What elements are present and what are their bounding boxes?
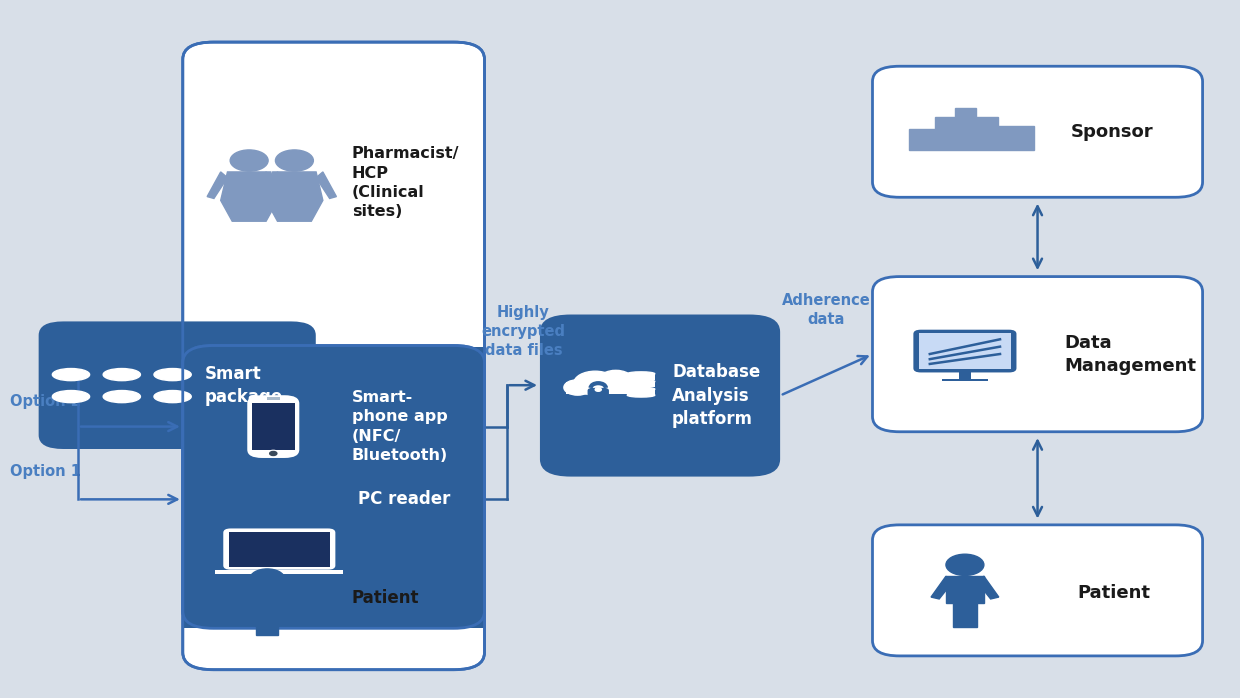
Ellipse shape xyxy=(103,390,140,403)
Bar xyxy=(216,570,343,574)
Text: Smart-
phone app
(NFC/
Bluetooth): Smart- phone app (NFC/ Bluetooth) xyxy=(352,390,448,463)
Circle shape xyxy=(618,378,645,393)
Bar xyxy=(942,379,988,381)
Ellipse shape xyxy=(627,387,655,391)
FancyBboxPatch shape xyxy=(873,276,1203,432)
Text: Patient: Patient xyxy=(1078,584,1151,602)
Bar xyxy=(627,389,655,395)
FancyBboxPatch shape xyxy=(182,346,485,520)
Text: Sponsor: Sponsor xyxy=(1070,123,1153,141)
Ellipse shape xyxy=(154,369,191,380)
Polygon shape xyxy=(237,589,257,609)
Bar xyxy=(919,333,1011,369)
Bar xyxy=(959,373,971,380)
Polygon shape xyxy=(946,577,983,628)
FancyBboxPatch shape xyxy=(588,388,609,397)
Ellipse shape xyxy=(52,369,89,380)
Circle shape xyxy=(275,150,314,171)
Text: Smart
package: Smart package xyxy=(205,365,283,406)
Ellipse shape xyxy=(52,390,89,403)
Polygon shape xyxy=(931,577,952,599)
FancyBboxPatch shape xyxy=(38,321,316,449)
Text: Patient: Patient xyxy=(352,589,419,607)
Bar xyxy=(567,382,642,394)
Bar xyxy=(182,371,485,628)
Bar xyxy=(252,403,295,450)
Polygon shape xyxy=(250,589,284,635)
Text: Highly
encrypted
data files: Highly encrypted data files xyxy=(481,306,565,357)
FancyBboxPatch shape xyxy=(914,329,1017,373)
FancyBboxPatch shape xyxy=(247,395,299,458)
Text: Option 1: Option 1 xyxy=(10,463,82,479)
FancyBboxPatch shape xyxy=(873,525,1203,656)
Text: Database
Analysis
platform: Database Analysis platform xyxy=(672,363,760,428)
Ellipse shape xyxy=(154,390,191,403)
FancyBboxPatch shape xyxy=(182,346,485,669)
Polygon shape xyxy=(207,172,227,198)
Polygon shape xyxy=(909,108,1034,150)
Polygon shape xyxy=(278,589,298,609)
Polygon shape xyxy=(270,172,291,198)
Ellipse shape xyxy=(627,393,655,397)
Circle shape xyxy=(268,450,279,456)
Polygon shape xyxy=(221,172,278,221)
Ellipse shape xyxy=(103,369,140,380)
Circle shape xyxy=(574,371,616,395)
Text: Option 2: Option 2 xyxy=(10,394,81,409)
Circle shape xyxy=(946,554,983,575)
Bar xyxy=(229,532,330,567)
Circle shape xyxy=(599,371,632,389)
Text: PC reader: PC reader xyxy=(358,491,450,508)
Polygon shape xyxy=(253,172,273,198)
Bar xyxy=(267,396,280,400)
Polygon shape xyxy=(316,172,336,198)
Text: Pharmacist/
HCP
(Clinical
sites): Pharmacist/ HCP (Clinical sites) xyxy=(352,147,459,219)
FancyBboxPatch shape xyxy=(873,66,1203,198)
Circle shape xyxy=(250,569,284,588)
Text: Adherence
data: Adherence data xyxy=(782,293,870,327)
Bar xyxy=(182,347,485,507)
Polygon shape xyxy=(265,172,322,221)
FancyBboxPatch shape xyxy=(539,315,780,477)
FancyBboxPatch shape xyxy=(182,353,485,628)
Bar xyxy=(627,382,655,387)
Circle shape xyxy=(595,388,601,392)
FancyBboxPatch shape xyxy=(182,42,485,628)
Circle shape xyxy=(564,380,591,395)
Ellipse shape xyxy=(627,380,655,383)
Circle shape xyxy=(269,452,277,456)
Ellipse shape xyxy=(627,372,655,376)
Circle shape xyxy=(231,150,268,171)
Bar xyxy=(627,373,655,380)
Text: Data
Management: Data Management xyxy=(1064,334,1195,375)
Polygon shape xyxy=(977,577,998,599)
FancyBboxPatch shape xyxy=(223,528,335,570)
